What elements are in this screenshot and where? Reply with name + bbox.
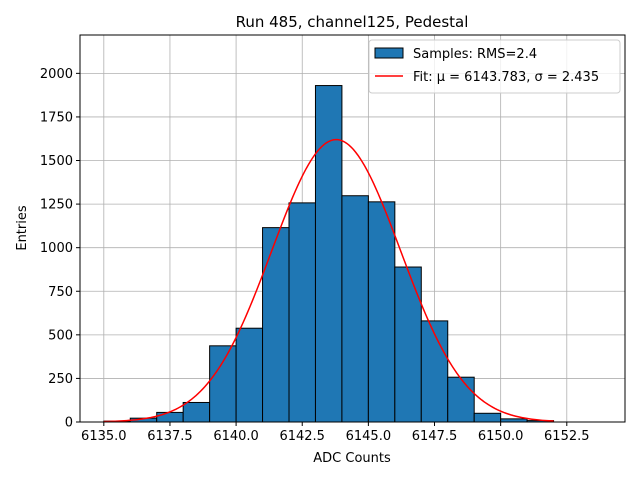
y-tick-label: 1000 [40,241,73,256]
y-axis-label: Entries [15,205,30,251]
legend-box [368,39,621,94]
histogram-bar [262,227,290,423]
y-tick-label: 1750 [40,110,73,125]
histogram-bar [288,202,316,423]
legend: Samples: RMS=2.4 Fit: μ = 6143.783, σ = … [368,39,621,94]
legend-samples-label: Samples: RMS=2.4 [413,47,537,62]
y-axis-ticks: 0 250 500 750 1000 1250 1500 1750 2000 [40,67,80,431]
x-tick-label: 6147.5 [412,429,458,444]
plot-frame [79,34,626,423]
histogram-bar [314,85,343,423]
y-tick-label: 500 [48,328,73,343]
chart-title: Run 485, channel125, Pedestal [236,13,469,31]
x-tick-label: 6140.0 [213,429,259,444]
x-tick-label: 6137.5 [147,429,193,444]
histogram-bars [103,85,555,423]
y-tick-label: 250 [48,372,73,387]
histogram-bar [156,411,184,423]
histogram-bar [394,266,422,423]
y-tick-label: 1500 [40,154,73,169]
histogram-bar [367,201,396,423]
x-tick-label: 6135.0 [81,429,127,444]
histogram-bar [420,320,449,423]
x-axis-ticks: 6135.0 6137.5 6140.0 6142.5 6145.0 6147.5 6150… [81,422,590,444]
y-tick-label: 1250 [40,198,73,213]
x-tick-label: 6142.5 [279,429,325,444]
y-tick-label: 0 [65,416,73,431]
x-tick-label: 6150.0 [478,429,524,444]
histogram-bar [209,345,237,423]
gaussian-fit-curve [103,138,554,423]
x-tick-label: 6145.0 [346,429,392,444]
y-tick-label: 2000 [40,67,73,82]
histogram-bar [182,401,211,423]
histogram-bar [235,327,264,423]
histogram-bar [341,195,369,423]
legend-samples-patch [374,47,404,59]
x-tick-label: 6152.5 [544,429,590,444]
histogram-bar [473,412,502,423]
legend-fit-label: Fit: μ = 6143.783, σ = 2.435 [413,70,599,85]
y-tick-label: 750 [48,285,73,300]
histogram-bar [447,376,475,423]
x-axis-label: ADC Counts [313,451,391,466]
